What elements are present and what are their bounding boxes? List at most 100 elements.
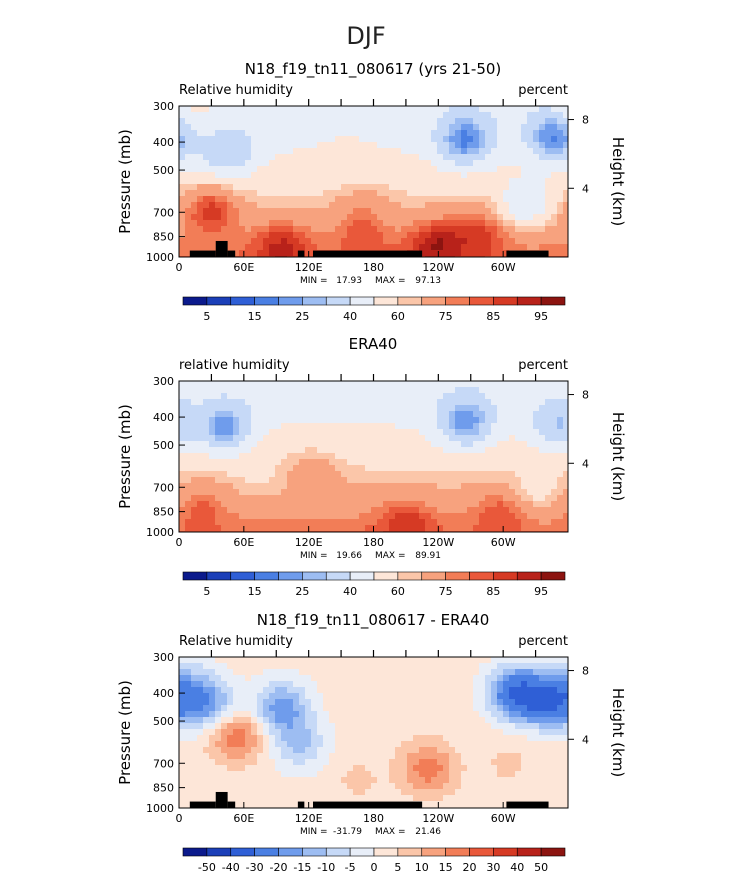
field-cell [341,399,348,406]
field-cell [461,483,468,490]
field-cell [263,801,270,808]
field-cell [335,747,342,754]
field-cell [473,417,480,424]
field-cell [491,112,498,119]
field-cell [551,489,558,496]
field-cell [215,771,222,778]
field-cell [539,507,546,514]
field-cell [413,423,420,430]
field-cell [365,238,372,245]
field-cell [539,453,546,460]
field-cell [461,423,468,430]
field-cell [269,184,276,191]
field-cell [221,232,228,239]
field-cell [365,663,372,670]
field-cell [365,519,372,526]
field-cell [413,405,420,412]
field-cell [407,232,414,239]
field-cell [503,208,510,215]
field-cell [485,417,492,424]
field-cell [449,753,456,760]
field-cell [329,106,336,113]
field-cell [419,244,426,251]
field-cell [287,160,294,167]
field-cell [317,178,324,185]
field-cell [305,112,312,119]
field-cell [437,148,444,155]
field-cell [515,477,522,484]
field-cell [515,393,522,400]
field-cell [491,723,498,730]
field-cell [383,495,390,502]
field-cell [227,507,234,514]
field-cell [545,423,552,430]
field-cell [425,393,432,400]
field-cell [407,483,414,490]
field-cell [365,513,372,520]
field-cell [425,226,432,233]
field-cell [191,399,198,406]
field-cell [473,459,480,466]
field-cell [311,106,318,113]
field-cell [473,130,480,137]
field-cell [347,166,354,173]
field-cell [479,657,486,664]
field-cell [377,747,384,754]
field-cell [197,459,204,466]
field-cell [467,747,474,754]
field-cell [335,501,342,508]
field-cell [185,184,192,191]
field-cell [521,441,528,448]
field-cell [365,417,372,424]
field-cell [545,495,552,502]
field-cell [341,471,348,478]
field-cell [347,214,354,221]
field-cell [443,118,450,125]
field-cell [323,208,330,215]
field-cell [431,447,438,454]
field-cell [431,453,438,460]
field-cell [539,136,546,143]
field-cell [371,693,378,700]
field-cell [539,130,546,137]
field-cell [353,214,360,221]
field-cell [377,663,384,670]
field-cell [437,771,444,778]
field-cell [185,124,192,131]
field-cell [179,801,186,808]
field-cell [341,220,348,227]
field-cell [359,160,366,167]
field-cell [551,106,558,113]
field-cell [377,717,384,724]
field-cell [479,154,486,161]
field-cell [251,196,258,203]
field-cell [179,411,186,418]
field-cell [389,723,396,730]
field-cell [473,483,480,490]
field-cell [395,477,402,484]
field-cell [323,178,330,185]
field-cell [401,687,408,694]
field-cell [455,765,462,772]
field-cell [551,465,558,472]
field-cell [179,705,186,712]
field-cell [443,525,450,532]
field-cell [191,681,198,688]
field-cell [215,489,222,496]
field-cell [179,429,186,436]
field-cell [257,747,264,754]
field-cell [371,795,378,802]
field-cell [359,142,366,149]
field-cell [287,507,294,514]
field-cell [341,112,348,119]
field-cell [269,172,276,179]
field-cell [257,417,264,424]
field-cell [287,525,294,532]
field-cell [269,675,276,682]
field-cell [227,759,234,766]
field-cell [185,507,192,514]
field-cell [425,136,432,143]
field-cell [329,417,336,424]
field-cell [389,519,396,526]
field-cell [377,729,384,736]
